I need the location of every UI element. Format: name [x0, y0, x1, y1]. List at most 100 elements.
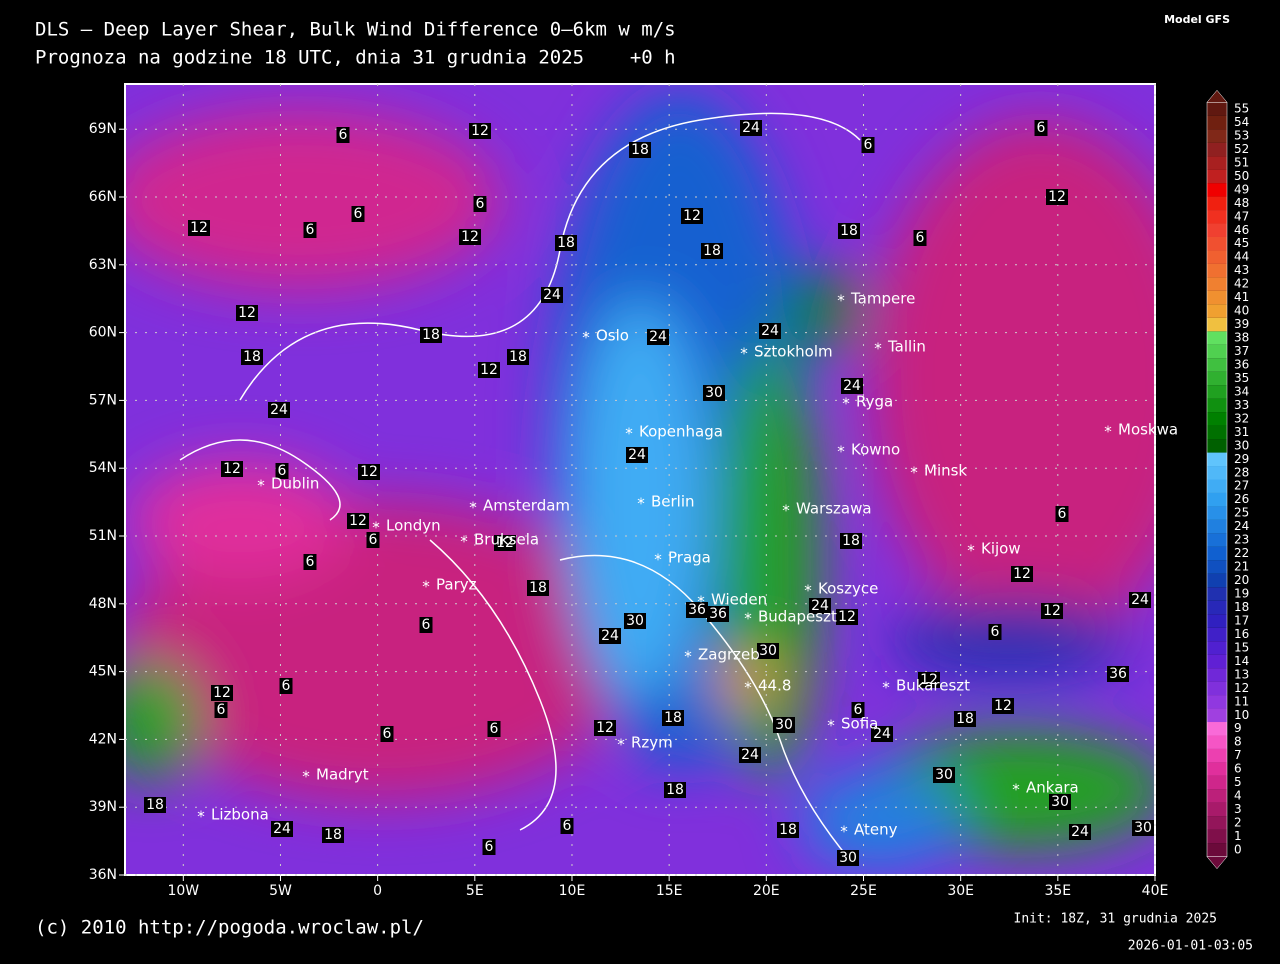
- contour-label-bg: [380, 726, 394, 742]
- contour-label-bg: [555, 235, 577, 251]
- colorbar-label: 1: [1234, 829, 1242, 843]
- colorbar-label: 10: [1234, 708, 1249, 722]
- contour-label-bg: [757, 643, 779, 659]
- colorbar-label: 37: [1234, 344, 1249, 358]
- colorbar-cell: [1207, 317, 1227, 332]
- colorbar-label: 12: [1234, 681, 1249, 695]
- colorbar-label: 47: [1234, 209, 1249, 223]
- contour-label: 24: [742, 120, 760, 136]
- city-label: Ateny: [854, 821, 898, 839]
- contour-label-bg: [624, 613, 646, 629]
- blob: [870, 120, 1155, 640]
- colorbar-label: 14: [1234, 654, 1249, 668]
- contour-label-bg: [836, 609, 858, 625]
- contour-label: 6: [383, 726, 392, 742]
- colorbar-label: 13: [1234, 667, 1249, 681]
- y-tick-label: 39N: [89, 799, 117, 815]
- colorbar-cell: [1207, 129, 1227, 143]
- city-label: Praga: [668, 549, 711, 567]
- contour-label-bg: [840, 533, 862, 549]
- contour-label-bg: [459, 229, 481, 245]
- city-marker: *: [654, 551, 662, 569]
- contour-label: 18: [842, 533, 860, 549]
- contour-label-bg: [366, 532, 380, 548]
- city-marker: *: [625, 425, 633, 443]
- colorbar-cell: [1207, 843, 1227, 857]
- colorbar-label: 7: [1234, 748, 1242, 762]
- contour-label-bg: [279, 678, 293, 694]
- contour-label-bg: [1107, 666, 1129, 682]
- colorbar-label: 39: [1234, 317, 1249, 331]
- colorbar-label: 51: [1234, 155, 1249, 169]
- colorbar-label: 48: [1234, 196, 1249, 210]
- contour-label: 12: [238, 305, 256, 321]
- city-label: Amsterdam: [483, 497, 570, 515]
- colorbar-cell: [1207, 614, 1227, 628]
- contour-label-bg: [988, 624, 1002, 640]
- colorbar-cell: [1207, 331, 1227, 345]
- contour-label: 24: [273, 821, 291, 837]
- contour-label: 12: [223, 461, 241, 477]
- contour-label-bg: [647, 329, 669, 345]
- city-marker: *: [302, 768, 310, 786]
- city-label: Minsk: [924, 462, 967, 480]
- colorbar-cell: [1207, 519, 1227, 534]
- colorbar-cell: [1207, 250, 1227, 264]
- colorbar-label: 22: [1234, 546, 1249, 560]
- colorbar-label: 33: [1234, 398, 1249, 412]
- contour-label: 6: [339, 127, 348, 143]
- city-marker: *: [697, 593, 705, 611]
- contour-label-bg: [933, 767, 955, 783]
- contour-label: 6: [306, 222, 315, 238]
- contour-label-bg: [1055, 506, 1069, 522]
- colorbar-label: 17: [1234, 613, 1249, 627]
- colorbar-cell: [1207, 398, 1227, 413]
- map-frame: [124, 83, 1156, 876]
- contour-label: 24: [761, 323, 779, 339]
- colorbar-cell: [1207, 439, 1227, 453]
- contour-label-bg: [681, 208, 703, 224]
- contour-label-bg: [560, 818, 574, 834]
- city-marker: *: [804, 582, 812, 600]
- contour-label-bg: [214, 702, 228, 718]
- contour-label: 30: [935, 767, 953, 783]
- colorbar-cell: [1207, 425, 1227, 440]
- city-marker: *: [637, 495, 645, 513]
- city-marker: *: [684, 648, 692, 666]
- colorbar-label: 52: [1234, 142, 1249, 156]
- contour-label: 12: [838, 609, 856, 625]
- contour-label-bg: [992, 698, 1014, 714]
- city-label: Warszawa: [796, 500, 872, 518]
- contour-label-bg: [837, 850, 859, 866]
- contour-label-bg: [487, 721, 501, 737]
- colorbar-label: 46: [1234, 223, 1249, 237]
- colorbar-cell: [1207, 412, 1227, 426]
- colorbar-cell: [1207, 546, 1227, 561]
- colorbar-label: 26: [1234, 492, 1249, 506]
- contour-label: 6: [991, 624, 1000, 640]
- contour-label: 18: [422, 327, 440, 343]
- y-tick-label: 45N: [89, 664, 117, 680]
- colorbar-cell: [1207, 210, 1227, 224]
- contour-label: 24: [649, 329, 667, 345]
- contour-label: 6: [476, 196, 485, 212]
- colorbar-label: 53: [1234, 128, 1249, 142]
- city-label: Wieden: [711, 591, 767, 609]
- city-label: Ankara: [1026, 779, 1079, 797]
- colorbar-label: 42: [1234, 277, 1249, 291]
- city-label: Londyn: [386, 517, 441, 535]
- contour-label: 36: [709, 606, 727, 622]
- copyright: (c) 2010 http://pogoda.wroclaw.pl/: [35, 917, 424, 939]
- colorbar-cell: [1207, 654, 1227, 669]
- city-marker: *: [840, 823, 848, 841]
- contour-label: 18: [509, 349, 527, 365]
- colorbar-label: 32: [1234, 411, 1249, 425]
- city-marker: *: [874, 340, 882, 358]
- contour-label: 24: [628, 447, 646, 463]
- colorbar-label: 5: [1234, 775, 1242, 789]
- contour-label: 6: [422, 617, 431, 633]
- contour-label: 30: [1134, 820, 1152, 836]
- colorbar-cell: [1207, 533, 1227, 547]
- contour-label: 18: [529, 580, 547, 596]
- blob: [780, 270, 860, 350]
